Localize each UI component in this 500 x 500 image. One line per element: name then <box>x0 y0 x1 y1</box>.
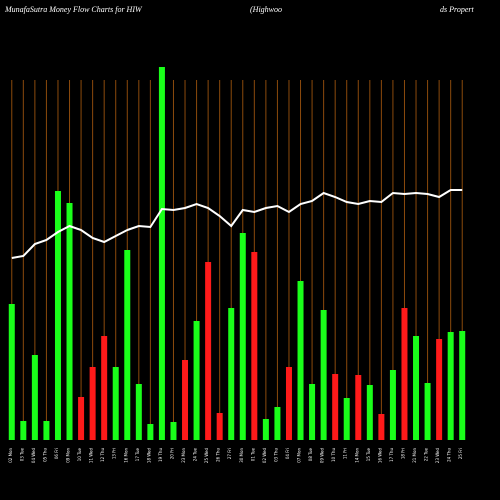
x-tick-label: 10 Thu <box>331 448 336 462</box>
bar <box>182 360 189 440</box>
x-tick-label: 10 Tue <box>77 447 82 461</box>
bar <box>309 384 316 440</box>
x-tick-label: 09 Mon <box>66 448 71 463</box>
x-tick-label: 24 Tue <box>193 447 198 461</box>
bar <box>447 332 454 440</box>
x-tick-label: 16 Mon <box>123 448 128 463</box>
x-tick-label: 03 Tue <box>19 447 24 461</box>
bar <box>413 336 420 440</box>
x-tick-label: 06 Fri <box>54 448 59 459</box>
x-tick-label: 18 Wed <box>146 448 151 464</box>
x-tick-label: 11 Fri <box>343 448 348 459</box>
bar <box>170 422 177 440</box>
bar <box>135 384 142 440</box>
bar <box>158 67 165 440</box>
bar <box>355 375 362 440</box>
x-tick-label: 24 Thu <box>447 448 452 462</box>
x-tick-label: 30 Mon <box>239 448 244 463</box>
x-tick-label: 23 Mon <box>181 448 186 463</box>
x-tick-label: 23 Wed <box>435 448 440 464</box>
x-tick-label: 19 Thu <box>158 448 163 462</box>
x-tick-label: 08 Tue <box>308 447 313 461</box>
chart-subtitle: (Highwoo <box>250 5 282 14</box>
bar <box>54 191 61 440</box>
x-tick-label: 20 Fri <box>169 448 174 459</box>
x-tick-label: 14 Mon <box>354 448 359 463</box>
bar <box>343 398 350 440</box>
x-tick-label: 27 Fri <box>227 448 232 459</box>
bar <box>124 250 131 440</box>
bar <box>228 308 235 440</box>
bar <box>239 233 246 440</box>
x-tick-label: 18 Fri <box>400 448 405 459</box>
bar <box>205 262 212 440</box>
x-tick-label: 01 Tue <box>250 447 255 461</box>
x-tick-label: 12 Thu <box>100 448 105 462</box>
chart-subtitle: ds Propert <box>440 5 474 14</box>
x-tick-label: 26 Thu <box>216 448 221 462</box>
bar <box>89 367 96 440</box>
bar <box>20 421 27 440</box>
bar <box>297 281 304 440</box>
bar <box>459 331 466 440</box>
bar <box>78 397 85 440</box>
chart-title: MunafaSutra Money Flow Charts for HIW <box>4 5 143 14</box>
x-tick-label: 04 Fri <box>285 448 290 459</box>
x-tick-label: 25 Fri <box>458 448 463 459</box>
x-tick-label: 17 Thu <box>389 448 394 462</box>
bar <box>285 367 292 440</box>
bar <box>216 413 223 440</box>
x-tick-label: 02 Wed <box>262 448 267 464</box>
x-tick-label: 04 Wed <box>31 448 36 464</box>
bar <box>31 355 38 440</box>
bar <box>378 414 385 440</box>
flow-line <box>11 189 463 259</box>
bar <box>112 367 119 440</box>
bar <box>274 407 281 440</box>
x-tick-label: 21 Mon <box>412 448 417 463</box>
bar <box>101 336 108 440</box>
bar <box>147 424 154 440</box>
x-tick-label: 11 Wed <box>89 448 94 464</box>
bar <box>320 310 327 440</box>
x-tick-label: 16 Wed <box>377 448 382 464</box>
x-tick-label: 05 Thu <box>42 448 47 462</box>
bar <box>8 304 15 440</box>
bar <box>193 321 200 440</box>
x-tick-label: 13 Fri <box>112 448 117 459</box>
bar <box>424 383 431 440</box>
x-tick-label: 22 Tue <box>424 447 429 461</box>
bar <box>251 252 258 440</box>
bar <box>389 370 396 440</box>
x-tick-label: 17 Tue <box>135 447 140 461</box>
x-tick-label: 25 Wed <box>204 448 209 464</box>
bar <box>401 308 408 440</box>
bar <box>262 419 269 440</box>
x-tick-label: 07 Mon <box>297 448 302 463</box>
x-tick-label: 03 Thu <box>273 448 278 462</box>
bar <box>332 374 339 440</box>
x-tick-label: 02 Mon <box>8 448 13 463</box>
x-tick-label: 09 Wed <box>320 448 325 464</box>
x-tick-label: 15 Tue <box>366 447 371 461</box>
bar <box>366 385 373 440</box>
bar <box>66 203 73 440</box>
bar <box>436 339 443 440</box>
bar <box>43 421 50 440</box>
